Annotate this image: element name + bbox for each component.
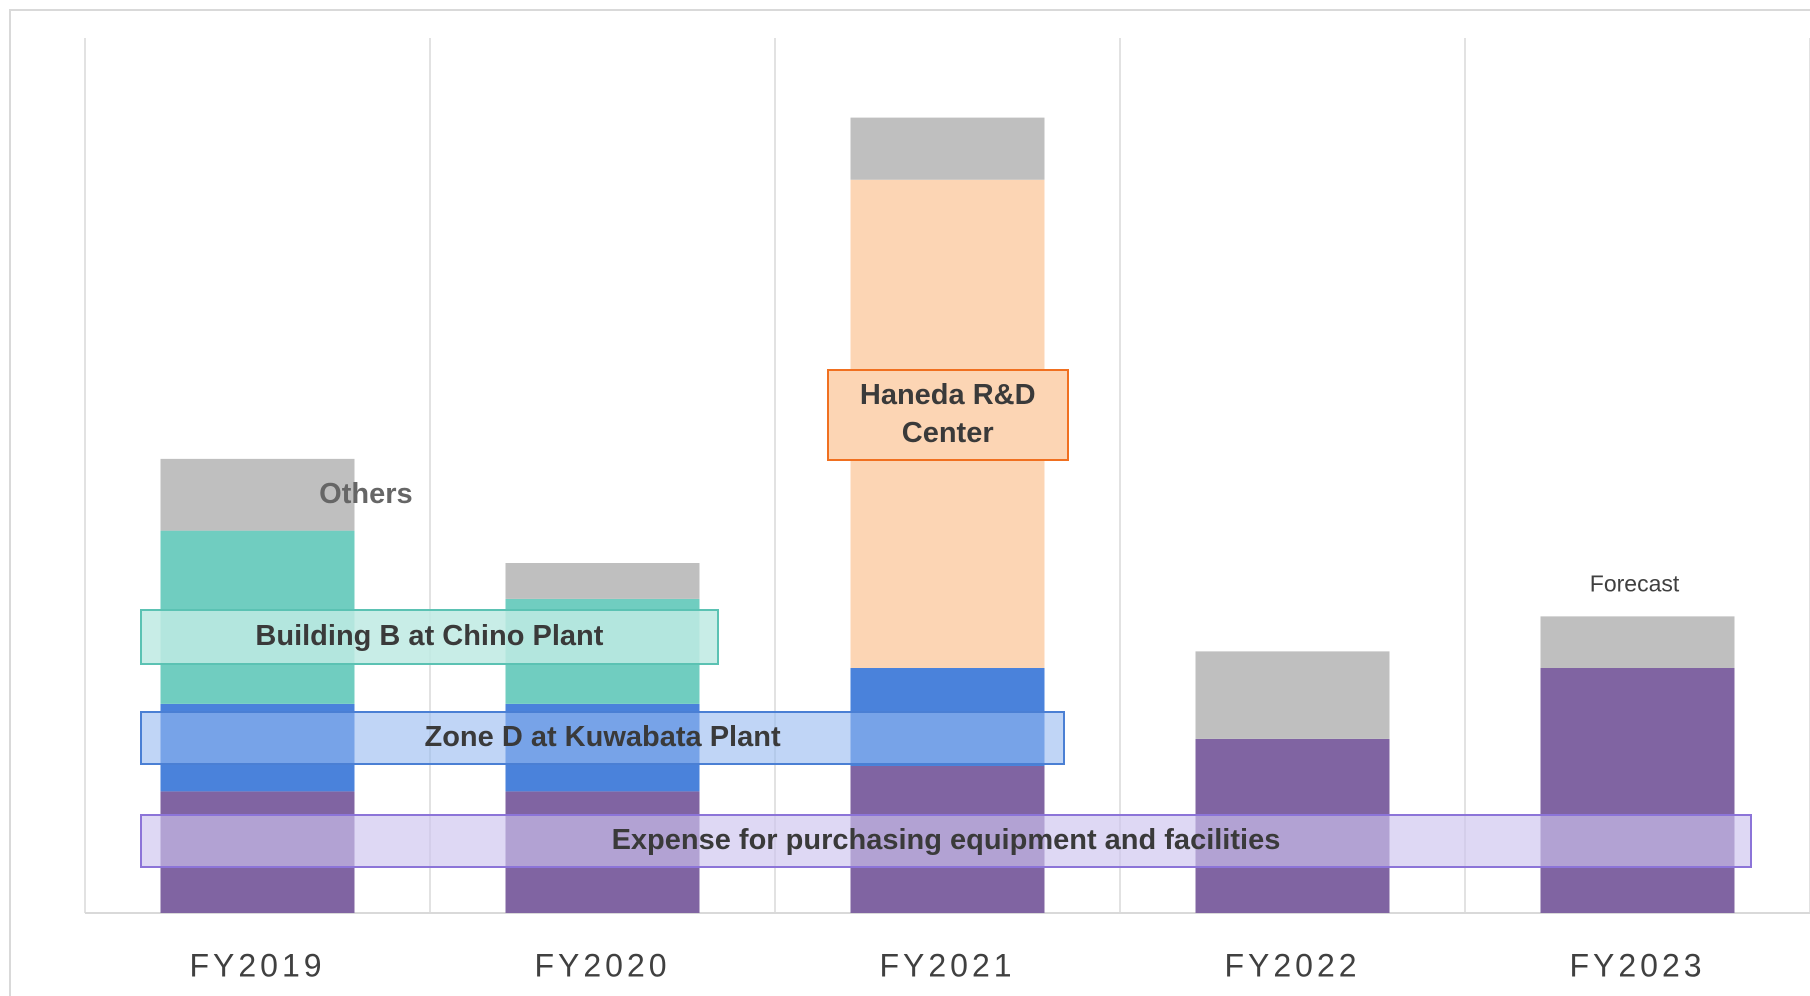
bar-segment bbox=[1540, 668, 1735, 913]
bar-segment bbox=[505, 563, 700, 599]
series-label: Others bbox=[319, 478, 412, 510]
series-label-box: Zone D at Kuwabata Plant bbox=[139, 711, 1066, 766]
x-tick-label: FY2023 bbox=[1569, 947, 1705, 983]
x-tick-label: FY2020 bbox=[534, 947, 670, 983]
annotation: Forecast bbox=[1590, 570, 1680, 596]
x-tick-label: FY2019 bbox=[189, 947, 325, 983]
bar-segment bbox=[850, 117, 1045, 180]
x-tick-label: FY2021 bbox=[879, 947, 1015, 983]
series-label-box: Expense for purchasing equipment and fac… bbox=[139, 813, 1753, 869]
bar-segment bbox=[1540, 616, 1735, 668]
x-tick-label: FY2022 bbox=[1224, 947, 1360, 983]
bar-segment bbox=[1195, 651, 1390, 739]
series-label-box: Haneda R&D Center bbox=[826, 369, 1069, 461]
bar-segment bbox=[160, 458, 355, 531]
chart-frame bbox=[9, 9, 1810, 996]
series-label-box: Building B at Chino Plant bbox=[139, 609, 720, 665]
